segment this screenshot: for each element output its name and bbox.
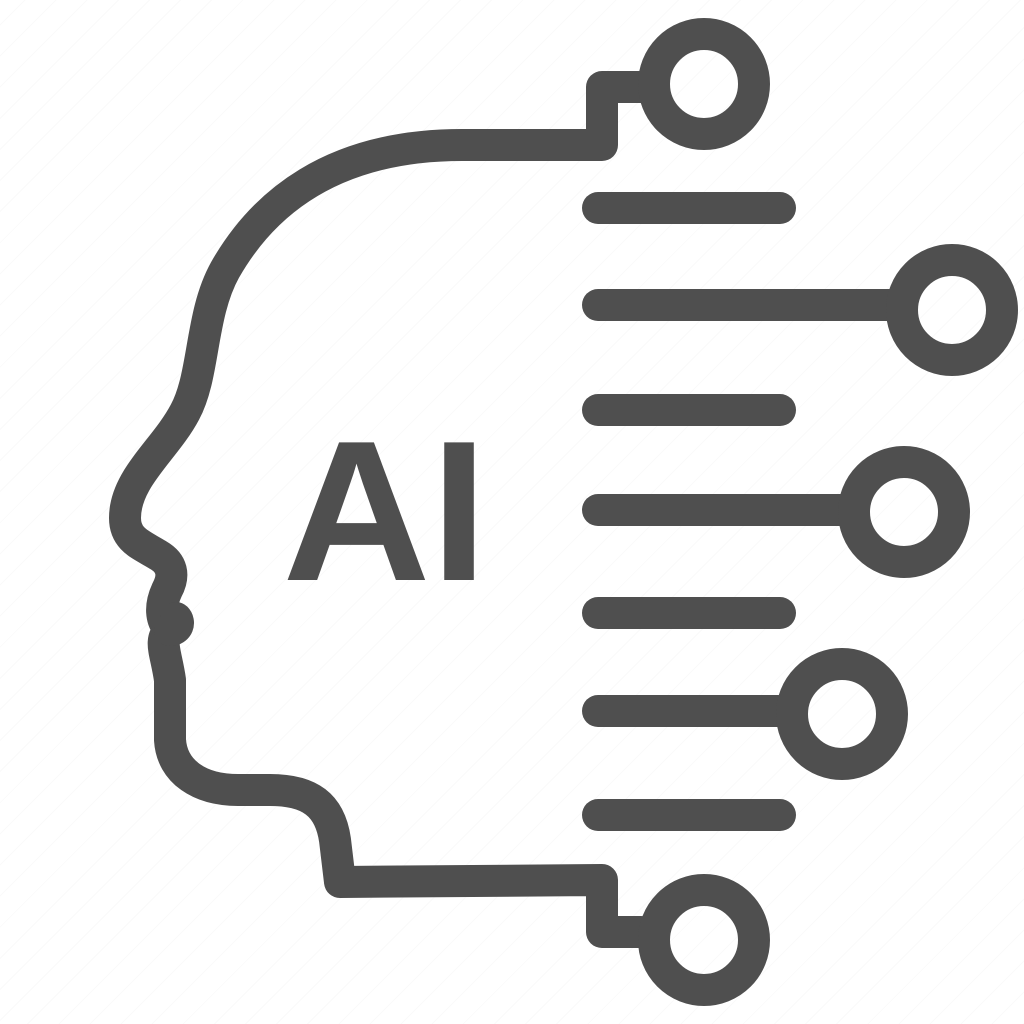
circuit-node-2 bbox=[886, 244, 1018, 376]
circuit-node-bottom bbox=[638, 874, 770, 1006]
head-profile-outline bbox=[109, 71, 657, 948]
circuit-node-6 bbox=[776, 648, 908, 780]
circuit-node-4 bbox=[838, 446, 970, 578]
nose-detail bbox=[154, 602, 194, 646]
circuit-node-top bbox=[638, 18, 770, 150]
ai-label: AI bbox=[283, 400, 488, 623]
